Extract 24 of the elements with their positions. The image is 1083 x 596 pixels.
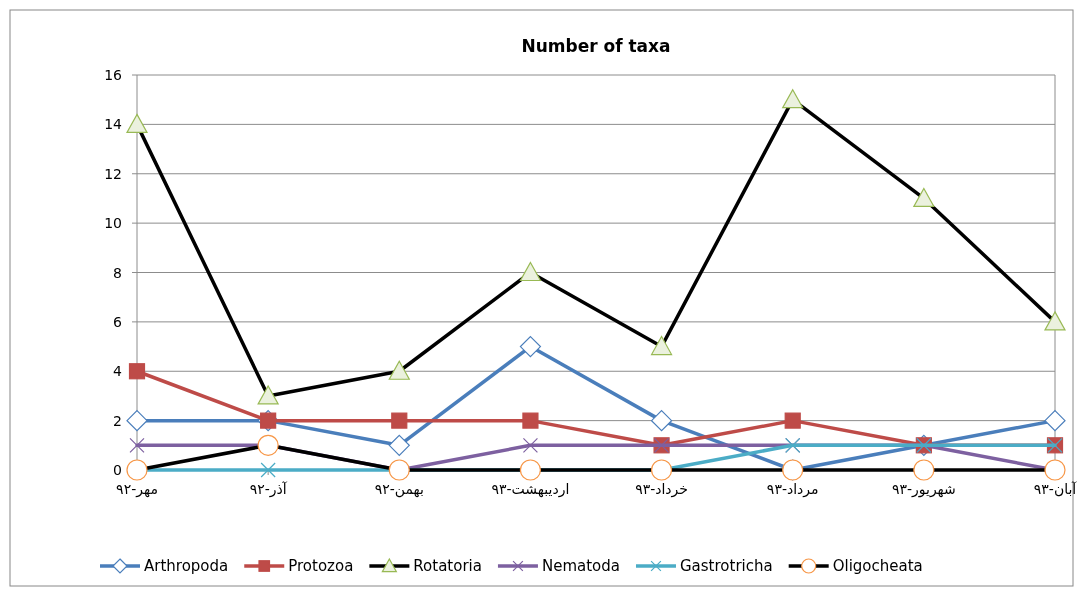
y-tick-label: 2 <box>113 412 122 429</box>
x-tick-label: خرداد-۹۳ <box>635 481 688 498</box>
legend-label: Gastrotricha <box>679 557 773 575</box>
x-tick-label: آبان-۹۳ <box>1033 481 1078 497</box>
x-tick-label: بهمن-۹۲ <box>374 481 424 498</box>
y-tick-label: 0 <box>113 462 122 478</box>
x-tick-label: اردیبهشت-۹۳ <box>491 481 570 498</box>
legend-label: Arthropoda <box>144 557 229 575</box>
legend-label: Nematoda <box>541 557 620 575</box>
legend-label: Oligocheata <box>832 557 923 575</box>
x-tick-label: مهر-۹۲ <box>116 481 158 498</box>
y-tick-label: 6 <box>113 313 123 330</box>
x-tick-label: مرداد-۹۳ <box>766 481 819 498</box>
y-tick-label: 16 <box>104 67 123 83</box>
chart-title: Number of taxa <box>521 36 671 56</box>
legend-label: Rotatoria <box>413 557 482 575</box>
y-tick-label: 12 <box>104 165 122 182</box>
y-tick-label: 8 <box>113 264 122 281</box>
legend-label: Protozoa <box>288 557 354 575</box>
y-tick-label: 4 <box>113 363 123 380</box>
y-tick-label: 14 <box>104 116 123 133</box>
y-tick-label: 10 <box>104 215 122 232</box>
x-tick-label: آذر-۹۲ <box>249 481 288 498</box>
x-tick-label: شهریور-۹۳ <box>891 481 956 498</box>
